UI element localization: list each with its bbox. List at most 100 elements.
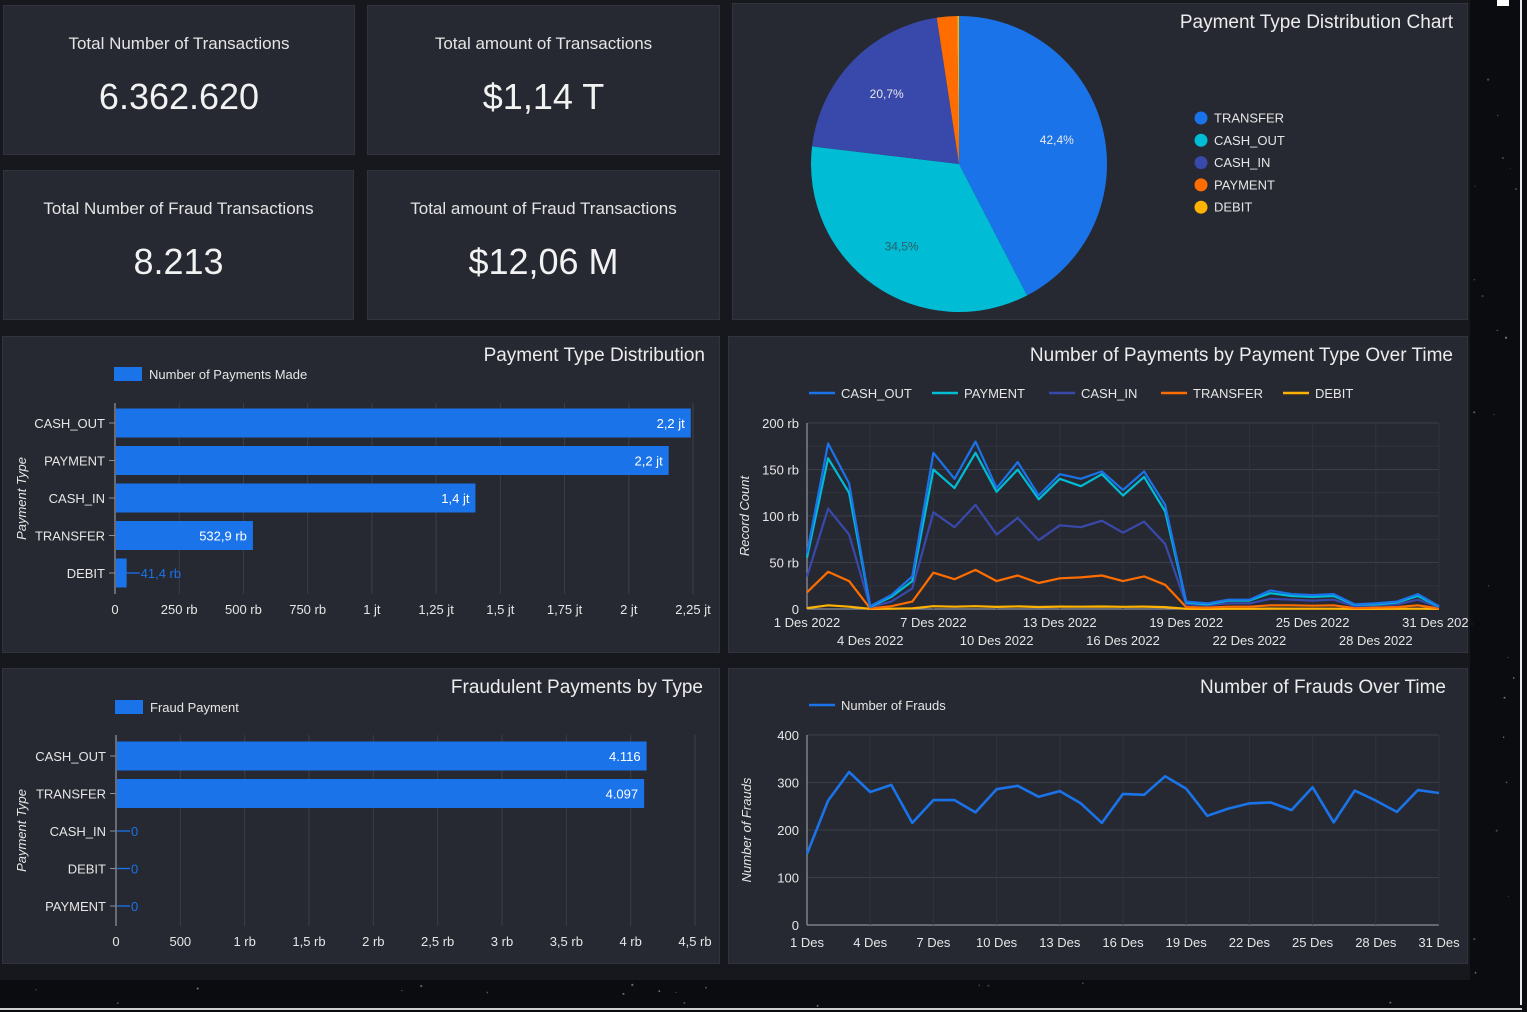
x-tick-label: 7 Des 2022 <box>900 615 967 630</box>
pie-slice-cash-in <box>812 17 959 165</box>
star-dot <box>1474 185 1476 188</box>
legend-label: TRANSFER <box>1193 386 1263 401</box>
y-tick-label: 400 <box>777 728 799 743</box>
x-tick-label: 4 rb <box>619 934 641 949</box>
legend-marker <box>1194 156 1208 170</box>
star-dot <box>1496 329 1498 332</box>
kpi-value: $12,06 M <box>468 241 619 282</box>
star-dot <box>196 987 199 990</box>
fraud-by-type-card[interactable]: Fraudulent Payments by Type Fraud Paymen… <box>2 668 720 964</box>
star-dot <box>1502 736 1505 738</box>
star-dot <box>1493 414 1495 416</box>
chart-title: Fraudulent Payments by Type <box>450 677 703 698</box>
category-label: DEBIT <box>67 566 105 581</box>
category-label: CASH_OUT <box>35 749 106 764</box>
x-tick-label: 31 Des 2022 <box>1402 615 1469 630</box>
star-dot <box>1473 937 1476 941</box>
x-tick-label: 1 Des 2022 <box>774 615 841 630</box>
pie-slice-transfer <box>959 16 1107 296</box>
star-dot <box>1471 623 1473 625</box>
bar-value-label: 2,2 jt <box>657 416 686 431</box>
category-label: DEBIT <box>68 862 106 877</box>
category-label: PAYMENT <box>45 899 106 914</box>
series-line-transfer <box>806 568 1440 610</box>
star-dot <box>1502 157 1504 159</box>
kpi-card-total-transactions[interactable]: Total Number of Transactions 6.362.620 <box>3 5 355 155</box>
x-tick-label: 10 Des 2022 <box>960 633 1034 648</box>
y-tick-label: 200 <box>777 823 799 838</box>
x-tick-label: 1 rb <box>233 934 255 949</box>
window-corner <box>1497 0 1509 6</box>
star-dot <box>683 1001 686 1004</box>
x-tick-label: 4 Des 2022 <box>837 633 904 648</box>
x-tick-label: 1,5 jt <box>486 602 515 617</box>
legend-label: CASH_OUT <box>1214 133 1285 148</box>
legend-label: CASH_OUT <box>841 386 912 401</box>
star-dot <box>1505 781 1508 784</box>
bar-value-label: 2,2 jt <box>635 454 664 469</box>
star-dot <box>978 984 980 986</box>
pie-chart[interactable]: 42,4% 34,5% 20,7% TRANSFER CASH_OUT CASH_IN PA… <box>733 4 1469 321</box>
kpi-card-fraud-amount[interactable]: Total amount of Fraud Transactions $12,0… <box>367 170 720 320</box>
bar-cash-out <box>116 408 691 438</box>
x-tick-label: 1,25 jt <box>418 602 454 617</box>
star-dot <box>675 991 677 994</box>
star-dot <box>1497 114 1499 117</box>
x-tick-label: 13 Des 2022 <box>1023 615 1097 630</box>
star-dot <box>622 992 625 995</box>
x-tick-label: 1,75 jt <box>547 602 583 617</box>
bar-chart-fraud[interactable]: Fraud Payment 0 500 1 rb 1,5 rb 2 rb 2,5 rb 3 r… <box>3 669 721 965</box>
bar-value-label: 4.097 <box>606 787 639 802</box>
x-tick-label: 22 Des 2022 <box>1213 633 1287 648</box>
dashboard: Total Number of Transactions 6.362.620 T… <box>0 0 1470 980</box>
x-tick-label: 500 <box>169 934 191 949</box>
y-tick-label: 100 <box>777 871 799 886</box>
payments-over-time-card[interactable]: Number of Payments by Payment Type Over … <box>728 336 1469 654</box>
series-line-number-of-frauds <box>805 770 1440 855</box>
star-dot <box>1473 411 1476 414</box>
pie-slice-label: 42,4% <box>1040 133 1074 147</box>
bar-transfer <box>117 779 645 808</box>
window-edge-bottom <box>0 1008 1522 1010</box>
star-dot <box>631 983 634 987</box>
y-axis-title: Payment Type <box>14 789 29 872</box>
payment-distribution-card[interactable]: Payment Type Distribution Number of Paym… <box>2 336 720 653</box>
line-chart-payments-over-time[interactable]: 0 50 rb 100 rb 150 rb 200 rb Record Count CASH… <box>729 337 1469 654</box>
x-tick-label: 250 rb <box>161 602 198 617</box>
legend-label: Fraud Payment <box>150 700 239 715</box>
kpi-card-fraud-transactions[interactable]: Total Number of Fraud Transactions 8.213 <box>3 170 354 320</box>
star-dot <box>1082 982 1084 984</box>
x-tick-label: 1 jt <box>363 602 381 617</box>
series-line-debit <box>806 604 1440 610</box>
legend-label: Number of Payments Made <box>149 367 307 382</box>
star-dot <box>35 989 37 991</box>
legend-label: TRANSFER <box>1214 111 1284 126</box>
y-tick-label: 150 rb <box>762 463 799 478</box>
star-dot <box>658 990 661 992</box>
legend-label: PAYMENT <box>964 386 1025 401</box>
pie-slice-label: 34,5% <box>885 240 919 254</box>
bar-chart-payments[interactable]: Number of Payments Made 0 250 rb 500 rb 750 … <box>3 337 721 654</box>
legend-marker <box>1194 133 1208 147</box>
chart-title: Number of Payments by Payment Type Over … <box>1029 345 1453 366</box>
bar-payment <box>116 446 669 475</box>
legend-label: PAYMENT <box>1214 177 1275 192</box>
x-tick-label: 31 Des <box>1418 935 1460 950</box>
chart-title: Payment Type Distribution Chart <box>1179 12 1453 33</box>
series-line-payment <box>805 451 1440 608</box>
bar-value-label: 532,9 rb <box>199 529 247 544</box>
pie-chart-card[interactable]: Payment Type Distribution Chart 42,4% 34,… <box>732 3 1468 320</box>
x-tick-label: 25 Des <box>1292 935 1334 950</box>
x-tick-label: 10 Des <box>976 935 1018 950</box>
legend-label: Number of Frauds <box>841 698 946 713</box>
legend-marker <box>1194 111 1208 125</box>
star-dot <box>1507 656 1509 658</box>
frauds-over-time-card[interactable]: Number of Frauds Over Time 0 100 200 300 400… <box>728 668 1468 964</box>
star-dot <box>116 1002 119 1005</box>
kpi-card-total-amount[interactable]: Total amount of Transactions $1,14 T <box>367 5 720 155</box>
kpi-title: Total amount of Transactions <box>434 34 653 53</box>
x-tick-label: 2,5 rb <box>421 934 454 949</box>
x-tick-label: 25 Des 2022 <box>1276 615 1350 630</box>
kpi-title: Total Number of Fraud Transactions <box>43 199 314 218</box>
